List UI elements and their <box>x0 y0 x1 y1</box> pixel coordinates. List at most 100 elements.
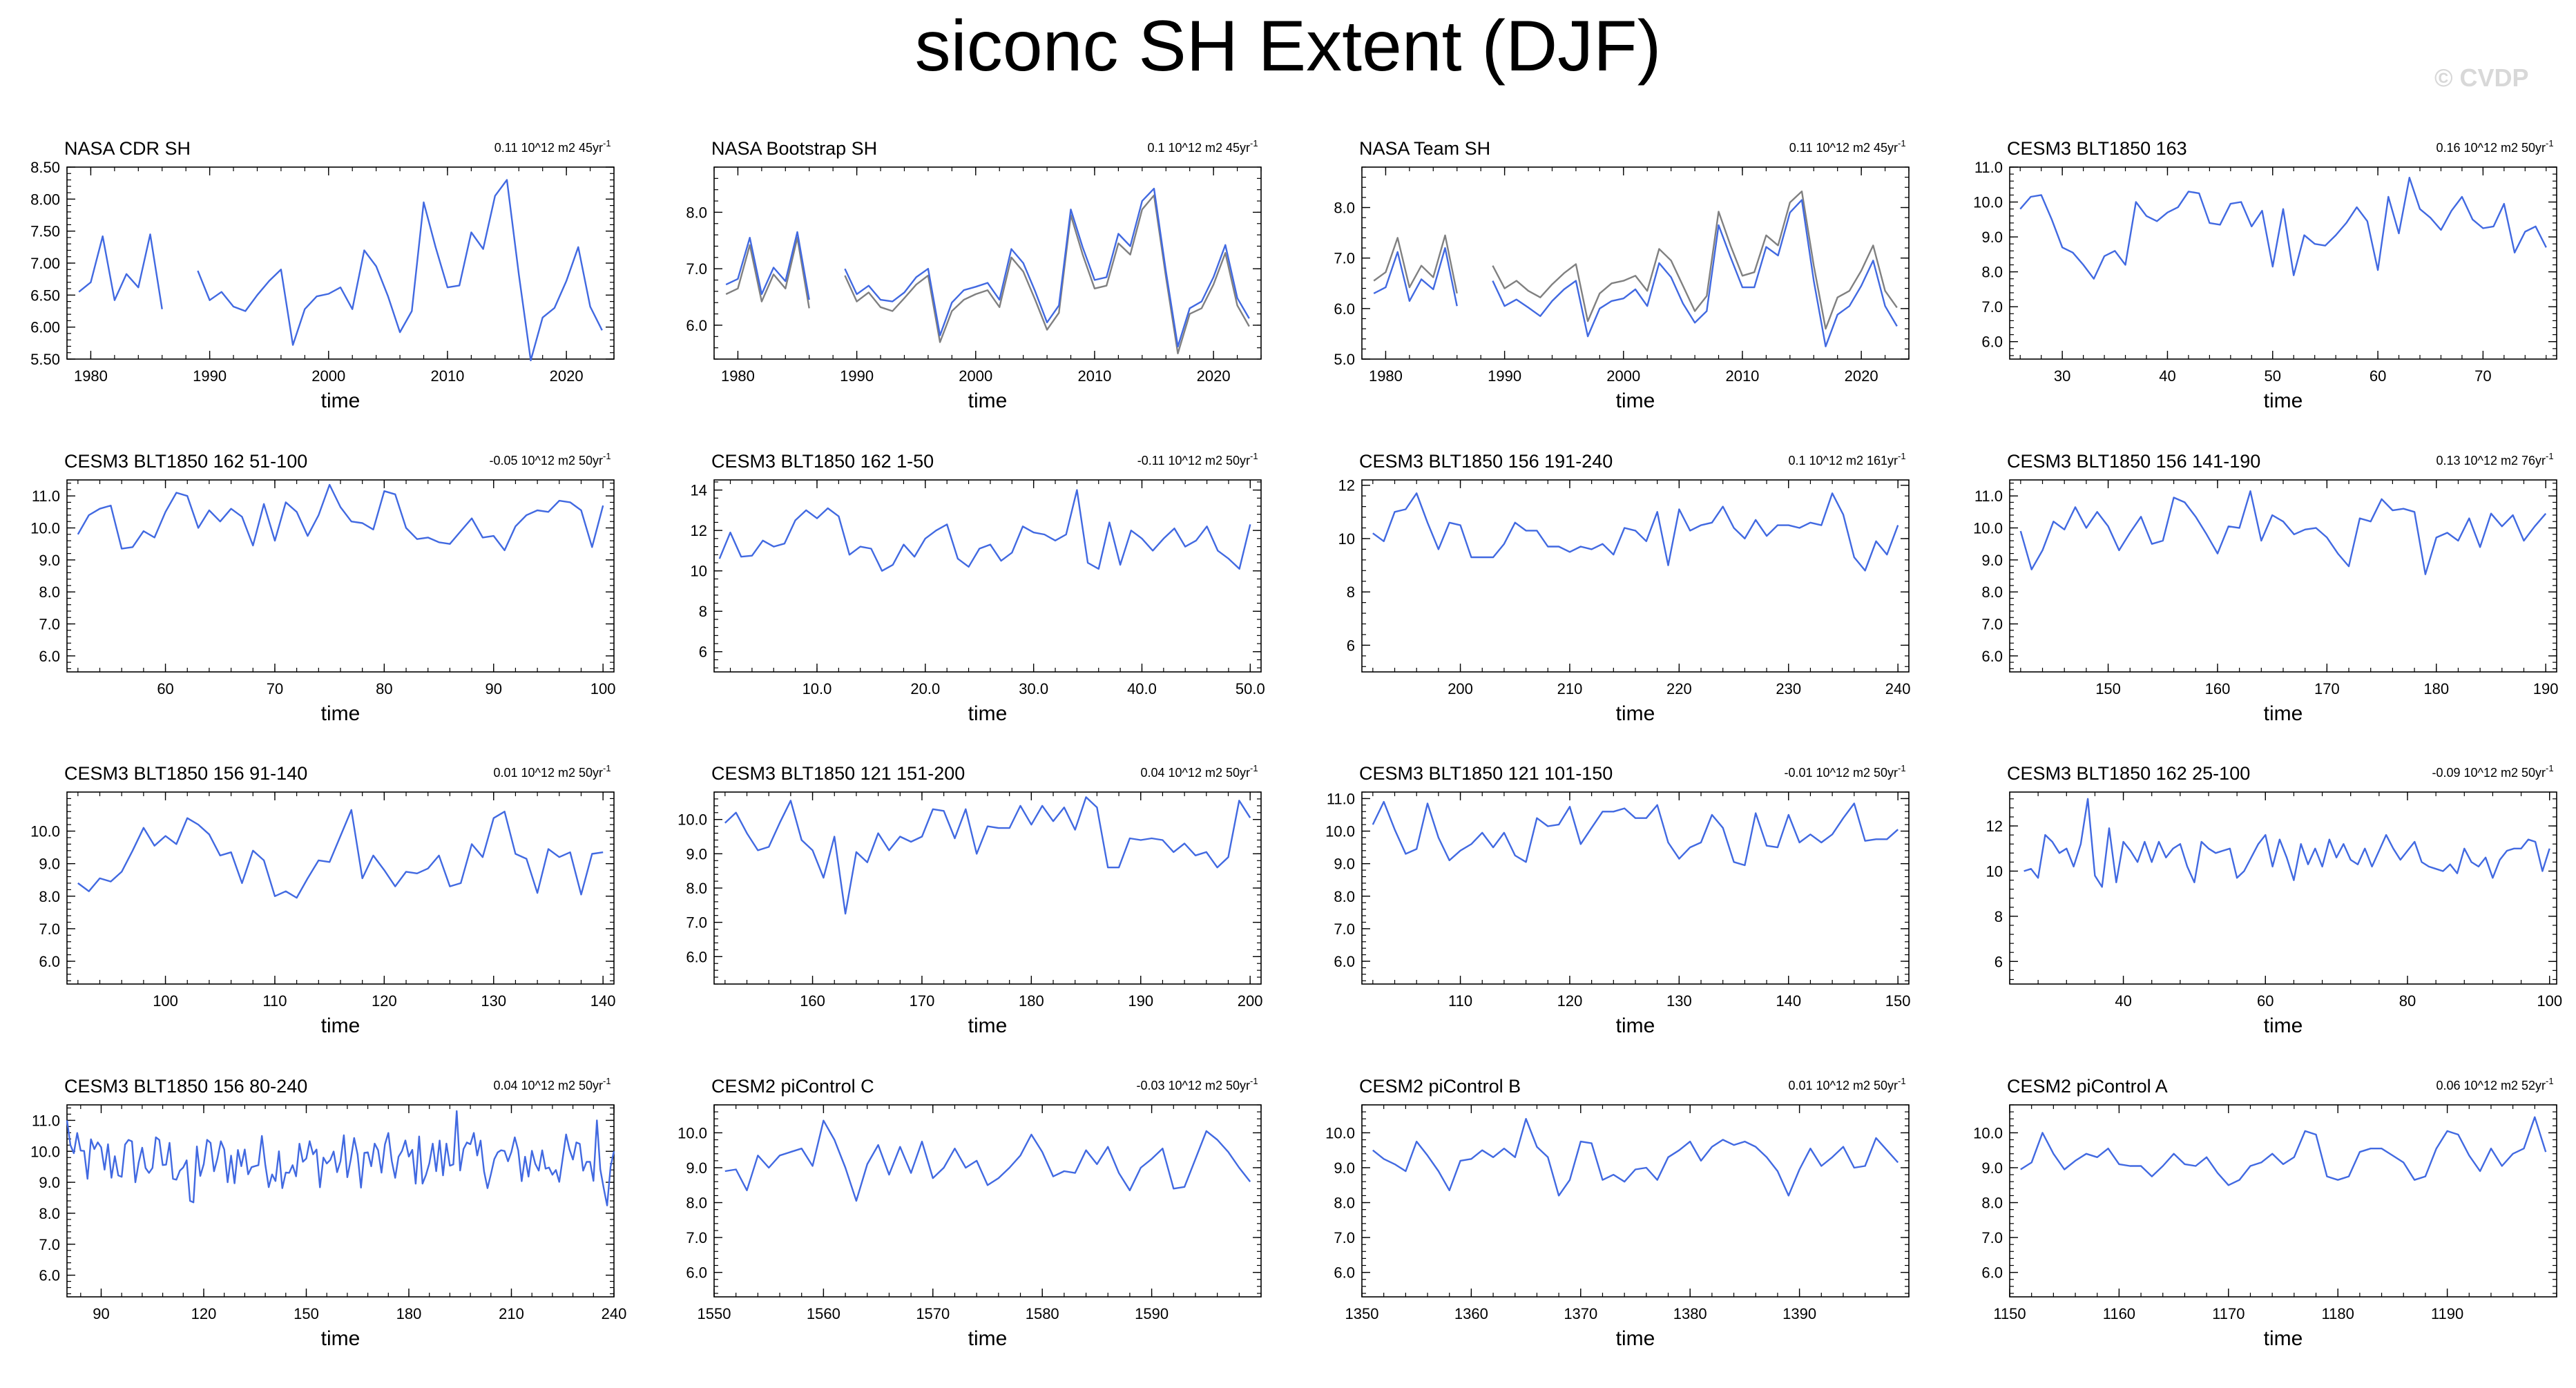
trend-label: 0.1 10^12 m2 45yr <box>1147 141 1250 155</box>
x-axis-label: time <box>1616 1014 1655 1037</box>
x-tick-label: 160 <box>800 992 825 1010</box>
x-tick-label: 90 <box>93 1305 109 1322</box>
y-tick-label: 8.0 <box>1981 264 2003 281</box>
plot-frame <box>66 166 615 360</box>
y-tick-label: 6.50 <box>30 287 60 304</box>
panel-title: CESM2 piControl B <box>1359 1076 1521 1097</box>
y-tick-label: 7.0 <box>1334 1229 1355 1246</box>
x-tick-label: 70 <box>2474 367 2491 385</box>
x-tick-label: 130 <box>1666 992 1692 1010</box>
y-tick-label: 7.00 <box>30 255 60 272</box>
panel-title: CESM2 piControl C <box>711 1076 874 1097</box>
x-tick-label: 120 <box>1557 992 1583 1010</box>
chart-panel-6: CESM3 BLT1850 162 1-50 -0.11 10^12 m2 50y… <box>691 451 1265 725</box>
panel-title: CESM3 BLT1850 156 191-240 <box>1359 451 1613 472</box>
x-axis-label: time <box>1616 702 1655 725</box>
y-tick-label: 7.0 <box>686 1229 707 1246</box>
y-tick-label: 9.0 <box>1334 856 1355 873</box>
y-tick-label: 10 <box>1338 530 1355 548</box>
x-tick-label: 100 <box>153 992 178 1010</box>
chart-panel-16: CESM2 piControl A 0.06 10^12 m2 52yr -1 115… <box>1973 1076 2557 1350</box>
x-tick-label: 1160 <box>2103 1305 2135 1322</box>
trend-exponent: -1 <box>1898 1076 1906 1086</box>
series-line <box>2019 177 2547 280</box>
plot-frame <box>1361 166 1910 360</box>
trend-label: -0.03 10^12 m2 50yr <box>1136 1079 1250 1092</box>
x-tick-label: 130 <box>481 992 506 1010</box>
y-tick-label: 9.0 <box>686 845 707 862</box>
x-axis-label: time <box>1616 389 1655 412</box>
x-tick-label: 40 <box>2159 367 2175 385</box>
x-tick-label: 180 <box>396 1305 422 1322</box>
x-tick-label: 150 <box>294 1305 319 1322</box>
x-tick-label: 100 <box>2537 992 2562 1010</box>
y-tick-label: 10.0 <box>1973 520 2003 537</box>
x-tick-label: 1370 <box>1564 1305 1597 1322</box>
y-tick-label: 5.50 <box>30 351 60 368</box>
y-tick-label: 10.0 <box>1973 194 2003 211</box>
chart-panel-12: CESM3 BLT1850 162 25-100 -0.09 10^12 m2 5… <box>1986 763 2563 1037</box>
x-axis-label: time <box>321 389 361 412</box>
x-tick-label: 40 <box>2115 992 2131 1010</box>
x-tick-label: 170 <box>2314 680 2340 697</box>
y-tick-label: 10.0 <box>30 823 60 840</box>
y-tick-label: 7.0 <box>39 1236 60 1253</box>
y-tick-label: 6.0 <box>686 317 707 334</box>
x-tick-label: 1980 <box>721 367 755 385</box>
x-tick-label: 240 <box>1885 680 1911 697</box>
trend-label: 0.04 10^12 m2 50yr <box>493 1079 603 1092</box>
y-tick-label: 12 <box>691 522 707 539</box>
panel-title: CESM3 BLT1850 156 80-240 <box>64 1076 307 1097</box>
chart-panel-3: NASA Team SH 0.11 10^12 m2 45yr -1 1980 1990… <box>1334 138 1910 412</box>
x-tick-label: 1550 <box>698 1305 731 1322</box>
x-tick-label: 1570 <box>916 1305 950 1322</box>
x-tick-label: 80 <box>2399 992 2416 1010</box>
plot-frame <box>1361 791 1910 985</box>
plot-frame <box>2009 166 2557 360</box>
series-line <box>718 489 1251 572</box>
y-tick-label: 10.0 <box>1973 1124 2003 1141</box>
series-line <box>1373 199 1898 347</box>
panel-title: CESM3 BLT1850 162 25-100 <box>2007 763 2250 784</box>
x-tick-label: 140 <box>1776 992 1801 1010</box>
y-tick-label: 6.0 <box>39 1267 60 1284</box>
x-tick-label: 1590 <box>1135 1305 1169 1322</box>
trend-exponent: -1 <box>2546 451 2554 461</box>
plot-frame <box>713 166 1262 360</box>
y-tick-label: 10.0 <box>30 520 60 537</box>
plot-frame <box>66 791 615 985</box>
y-tick-label: 9.0 <box>1334 1159 1355 1177</box>
series-line <box>66 1110 615 1206</box>
x-tick-label: 2000 <box>959 367 992 385</box>
chart-panel-15: CESM2 piControl B 0.01 10^12 m2 50yr -1 135… <box>1325 1076 1910 1350</box>
x-tick-label: 1980 <box>74 367 108 385</box>
chart-panel-5: CESM3 BLT1850 162 51-100 -0.05 10^12 m2 5… <box>30 451 615 725</box>
trend-exponent: -1 <box>603 138 611 148</box>
y-tick-label: 8.00 <box>30 191 60 208</box>
y-tick-label: 7.0 <box>1981 616 2003 633</box>
x-tick-label: 120 <box>191 1305 217 1322</box>
trend-exponent: -1 <box>2546 138 2554 148</box>
x-axis-label: time <box>968 1327 1008 1350</box>
y-tick-label: 12 <box>1986 818 2003 835</box>
x-tick-label: 50.0 <box>1236 680 1265 697</box>
trend-exponent: -1 <box>1250 1076 1258 1086</box>
trend-label: -0.09 10^12 m2 50yr <box>2432 766 2546 780</box>
chart-panel-9: CESM3 BLT1850 156 91-140 0.01 10^12 m2 50… <box>30 763 615 1037</box>
y-tick-label: 6 <box>699 644 707 661</box>
x-tick-label: 2010 <box>430 367 464 385</box>
x-tick-label: 70 <box>267 680 283 697</box>
chart-panel-14: CESM2 piControl C -0.03 10^12 m2 50yr -1 15… <box>677 1076 1262 1350</box>
x-tick-label: 200 <box>1448 680 1473 697</box>
y-tick-label: 8.0 <box>1981 584 2003 601</box>
plot-frame <box>2009 1104 2557 1298</box>
y-tick-label: 8.0 <box>1334 1195 1355 1212</box>
x-tick-label: 60 <box>157 680 173 697</box>
y-tick-label: 8 <box>1995 908 2003 925</box>
y-tick-label: 11.0 <box>1327 790 1355 807</box>
chart-panel-8: CESM3 BLT1850 156 141-190 0.13 10^12 m2 7… <box>1973 451 2558 725</box>
trend-label: 0.01 10^12 m2 50yr <box>493 766 603 780</box>
x-tick-label: 1170 <box>2212 1305 2245 1322</box>
x-axis-label: time <box>968 1014 1008 1037</box>
y-tick-label: 10.0 <box>1325 1124 1355 1141</box>
